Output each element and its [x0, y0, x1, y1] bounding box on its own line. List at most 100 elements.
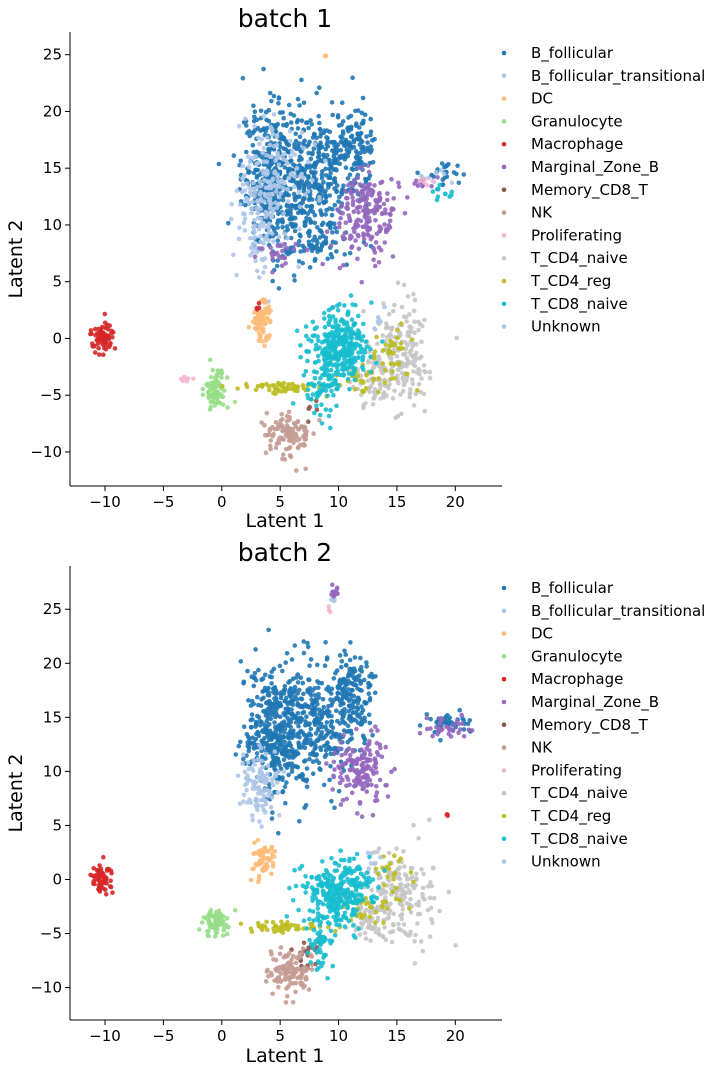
scatter-point	[368, 346, 373, 352]
scatter-point	[306, 349, 312, 355]
scatter-point	[340, 140, 346, 146]
scatter-point	[306, 150, 311, 156]
scatter-point	[405, 359, 411, 365]
scatter-point	[398, 882, 403, 887]
scatter-point	[337, 890, 342, 896]
scatter-point	[265, 848, 271, 854]
scatter-point	[338, 857, 344, 863]
scatter-point	[334, 328, 339, 333]
x-tick-label: −10	[89, 1027, 121, 1045]
scatter-point	[359, 769, 365, 774]
scatter-point	[286, 102, 292, 108]
scatter-point	[316, 150, 322, 155]
scatter-point	[307, 265, 313, 270]
scatter-point	[333, 928, 338, 934]
scatter-point	[298, 675, 304, 680]
scatter-point	[232, 907, 238, 913]
scatter-point	[307, 916, 312, 922]
scatter-point	[344, 796, 350, 802]
scatter-point	[281, 757, 287, 763]
scatter-point	[339, 753, 345, 758]
scatter-point	[361, 231, 366, 236]
scatter-point	[293, 131, 299, 137]
scatter-point	[390, 921, 396, 927]
scatter-point	[371, 771, 376, 777]
scatter-point	[361, 321, 366, 327]
scatter-point	[427, 375, 433, 381]
scatter-point	[252, 124, 257, 129]
scatter-point	[262, 688, 267, 693]
scatter-point	[338, 210, 344, 216]
scatter-point	[384, 916, 390, 921]
scatter-point	[267, 428, 272, 433]
scatter-point	[326, 704, 331, 709]
scatter-point	[409, 865, 415, 871]
scatter-point	[357, 800, 363, 805]
scatter-point	[238, 921, 244, 927]
scatter-point	[289, 657, 295, 662]
scatter-point	[297, 154, 303, 160]
scatter-point	[335, 183, 340, 188]
scatter-point	[247, 236, 253, 241]
scatter-point	[340, 713, 346, 719]
scatter-point	[233, 752, 239, 757]
scatter-point	[402, 890, 408, 896]
scatter-point	[310, 319, 316, 325]
scatter-point	[250, 131, 255, 136]
scatter-point	[106, 344, 112, 350]
scatter-point	[262, 709, 268, 715]
scatter-point	[345, 692, 350, 698]
scatter-point	[356, 882, 362, 888]
scatter-point	[268, 747, 273, 752]
scatter-point	[314, 407, 320, 413]
scatter-point	[418, 939, 424, 944]
scatter-point	[383, 890, 389, 895]
scatter-point	[333, 670, 338, 676]
scatter-point	[381, 301, 386, 306]
scatter-point	[276, 234, 282, 240]
scatter-point	[269, 846, 274, 852]
scatter-point	[443, 164, 449, 169]
scatter-point	[312, 887, 318, 893]
scatter-point	[381, 348, 386, 353]
scatter-point	[309, 921, 315, 927]
scatter-point	[373, 674, 378, 679]
scatter-point	[300, 260, 306, 266]
scatter-point	[356, 210, 361, 215]
scatter-point	[210, 367, 216, 373]
scatter-point	[380, 333, 386, 338]
scatter-point	[347, 143, 352, 149]
scatter-point	[250, 199, 255, 205]
scatter-point	[343, 751, 348, 756]
scatter-point	[257, 141, 262, 147]
scatter-point	[207, 407, 213, 412]
scatter-point	[334, 403, 339, 409]
scatter-point	[424, 715, 430, 721]
scatter-point	[407, 350, 413, 355]
scatter-point	[337, 699, 343, 704]
scatter-point	[222, 925, 227, 931]
scatter-point	[456, 180, 462, 186]
scatter-point	[373, 240, 379, 245]
scatter-point	[250, 813, 255, 818]
scatter-point	[251, 235, 256, 241]
scatter-point	[325, 877, 331, 883]
scatter-point	[255, 210, 261, 215]
scatter-point	[313, 181, 319, 186]
scatter-point	[306, 197, 312, 203]
scatter-point	[409, 325, 414, 331]
scatter-point	[246, 200, 252, 206]
legend-label: Proliferating	[531, 761, 622, 779]
scatter-point	[295, 96, 301, 102]
scatter-point	[108, 884, 113, 889]
scatter-point	[260, 868, 266, 874]
x-tick-label: 10	[329, 493, 348, 511]
scatter-point	[428, 716, 434, 722]
scatter-point	[324, 742, 330, 747]
scatter-point	[272, 854, 277, 859]
scatter-point	[309, 967, 315, 972]
scatter-point	[288, 138, 293, 144]
scatter-point	[341, 732, 346, 738]
scatter-point	[294, 119, 300, 125]
scatter-point	[350, 75, 355, 80]
